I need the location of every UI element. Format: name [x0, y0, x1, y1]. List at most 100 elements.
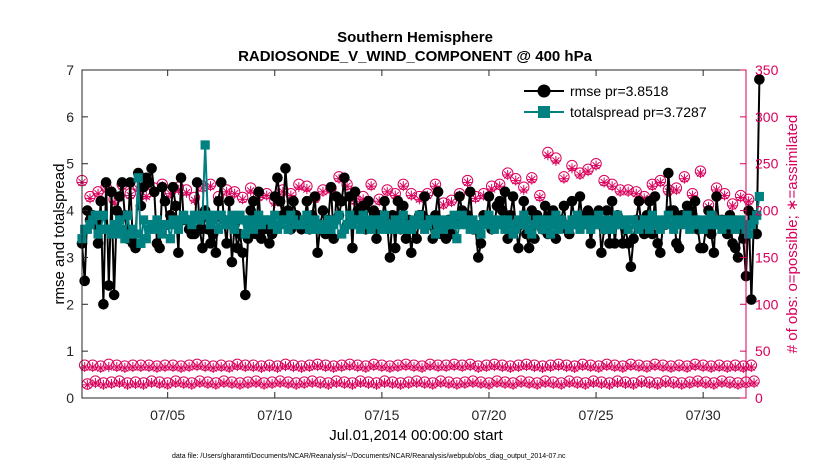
spread-point: [636, 220, 647, 230]
spread-point: [337, 229, 347, 239]
rmse-point: [226, 256, 238, 268]
spread-point: [377, 224, 387, 234]
spread-point: [286, 210, 296, 220]
spread-point: [578, 220, 588, 230]
rmse-point: [98, 298, 109, 310]
spread-point: [224, 220, 234, 230]
spread-point: [462, 220, 473, 230]
obs-assimilated-point: [427, 379, 438, 390]
obs-assimilated-point: [288, 362, 299, 373]
obs-assimilated-point: [368, 361, 379, 372]
spread-point: [334, 210, 344, 220]
legend-rmse-label: rmse pr=3.8518: [570, 83, 669, 99]
spread-point: [248, 224, 258, 234]
spread-point: [302, 210, 312, 220]
spread-point: [596, 215, 607, 225]
obs-assimilated-point: [419, 378, 430, 389]
rmse-point: [148, 186, 160, 198]
spread-point: [746, 220, 756, 230]
rmse-point: [419, 191, 431, 202]
spread-point: [433, 220, 443, 230]
obs-assimilated-point: [267, 378, 278, 389]
rmse-point: [628, 233, 639, 244]
obs-assimilated-point: [366, 181, 377, 192]
spread-point: [454, 220, 465, 230]
obs-assimilated-point: [534, 192, 545, 203]
spread-point: [639, 215, 649, 225]
obs-assimilated-point: [521, 361, 532, 372]
rmse-point: [601, 205, 613, 216]
obs-assimilated-point: [301, 184, 312, 195]
obs-assimilated-point: [320, 362, 331, 373]
obs-assimilated-point: [652, 379, 663, 390]
rmse-point: [157, 181, 168, 193]
spread-point: [452, 234, 462, 244]
obs-assimilated-point: [628, 379, 639, 390]
spread-point: [85, 220, 95, 230]
spread-point: [535, 215, 545, 225]
spread-point: [500, 224, 510, 234]
spread-point: [575, 224, 585, 234]
spread-point: [240, 229, 250, 239]
obs-assimilated-point: [264, 362, 275, 373]
spread-point: [355, 224, 366, 234]
obs-assimilated-point: [291, 379, 302, 390]
rmse-point: [649, 191, 661, 202]
obs-assimilated-point: [585, 362, 596, 373]
spread-point: [283, 224, 293, 234]
rmse-point: [194, 224, 206, 235]
obs-assimilated-point: [459, 378, 470, 389]
spread-point: [738, 220, 748, 230]
axes: 0 1 2 3 4 5 6 7 0 50 100 150 200 250 300 350 07/05 07/10 0…: [66, 62, 778, 423]
spread-point: [725, 220, 735, 230]
obs-assimilated-point: [682, 363, 693, 374]
y2-tick-label: 50: [755, 343, 771, 359]
data-file-note: data file: /Users/gharamti/Documents/NCA…: [172, 453, 566, 460]
obs-assimilated-point: [730, 362, 741, 373]
rmse-point: [475, 238, 487, 249]
spread-point: [604, 215, 615, 225]
spread-point: [385, 224, 395, 234]
spread-point: [620, 220, 631, 230]
obs-assimilated-point: [392, 362, 403, 373]
spread-point: [197, 210, 208, 220]
obs-assimilated-point: [668, 378, 679, 389]
rmse-point: [609, 238, 621, 249]
obs-assimilated-point: [376, 362, 387, 373]
obs-assimilated-point: [409, 362, 419, 373]
rmse-point: [633, 195, 645, 207]
spread-point: [358, 210, 368, 220]
obs-assimilated-point: [363, 378, 374, 389]
rmse-point: [523, 242, 535, 254]
x-axis-label: Jul.01,2014 00:00:00 start: [329, 427, 503, 444]
rmse-point: [499, 186, 511, 198]
rmse-point: [513, 242, 524, 254]
obs-assimilated-point: [216, 362, 227, 373]
spread-point: [345, 210, 355, 220]
spread-point: [147, 220, 157, 230]
obs-assimilated-point: [138, 379, 149, 390]
obs-assimilated-point: [176, 363, 187, 374]
spread-point: [744, 229, 754, 239]
spread-point: [307, 220, 317, 230]
obs-assimilated-point: [95, 363, 106, 374]
spread-point: [315, 220, 325, 230]
spread-point: [398, 210, 408, 220]
spread-point: [754, 191, 764, 202]
obs-assimilated-point: [510, 175, 521, 186]
obs-assimilated-point: [462, 177, 473, 188]
rmse-point: [301, 195, 313, 207]
obs-assimilated-point: [202, 378, 213, 389]
spread-point: [420, 224, 430, 234]
obs-assimilated-point: [200, 362, 211, 373]
rmse-point: [215, 177, 227, 188]
obs-assimilated-point: [601, 361, 612, 372]
spread-point: [634, 224, 644, 234]
spread-point: [90, 210, 100, 220]
spread-point: [353, 215, 363, 225]
rmse-point: [389, 242, 401, 254]
legend[interactable]: rmse pr=3.8518 totalspread pr=3.7287: [524, 83, 707, 120]
obs-assimilated-point: [406, 190, 417, 201]
legend-spread-label: totalspread pr=3.7287: [570, 104, 707, 120]
rmse-point: [92, 238, 104, 249]
